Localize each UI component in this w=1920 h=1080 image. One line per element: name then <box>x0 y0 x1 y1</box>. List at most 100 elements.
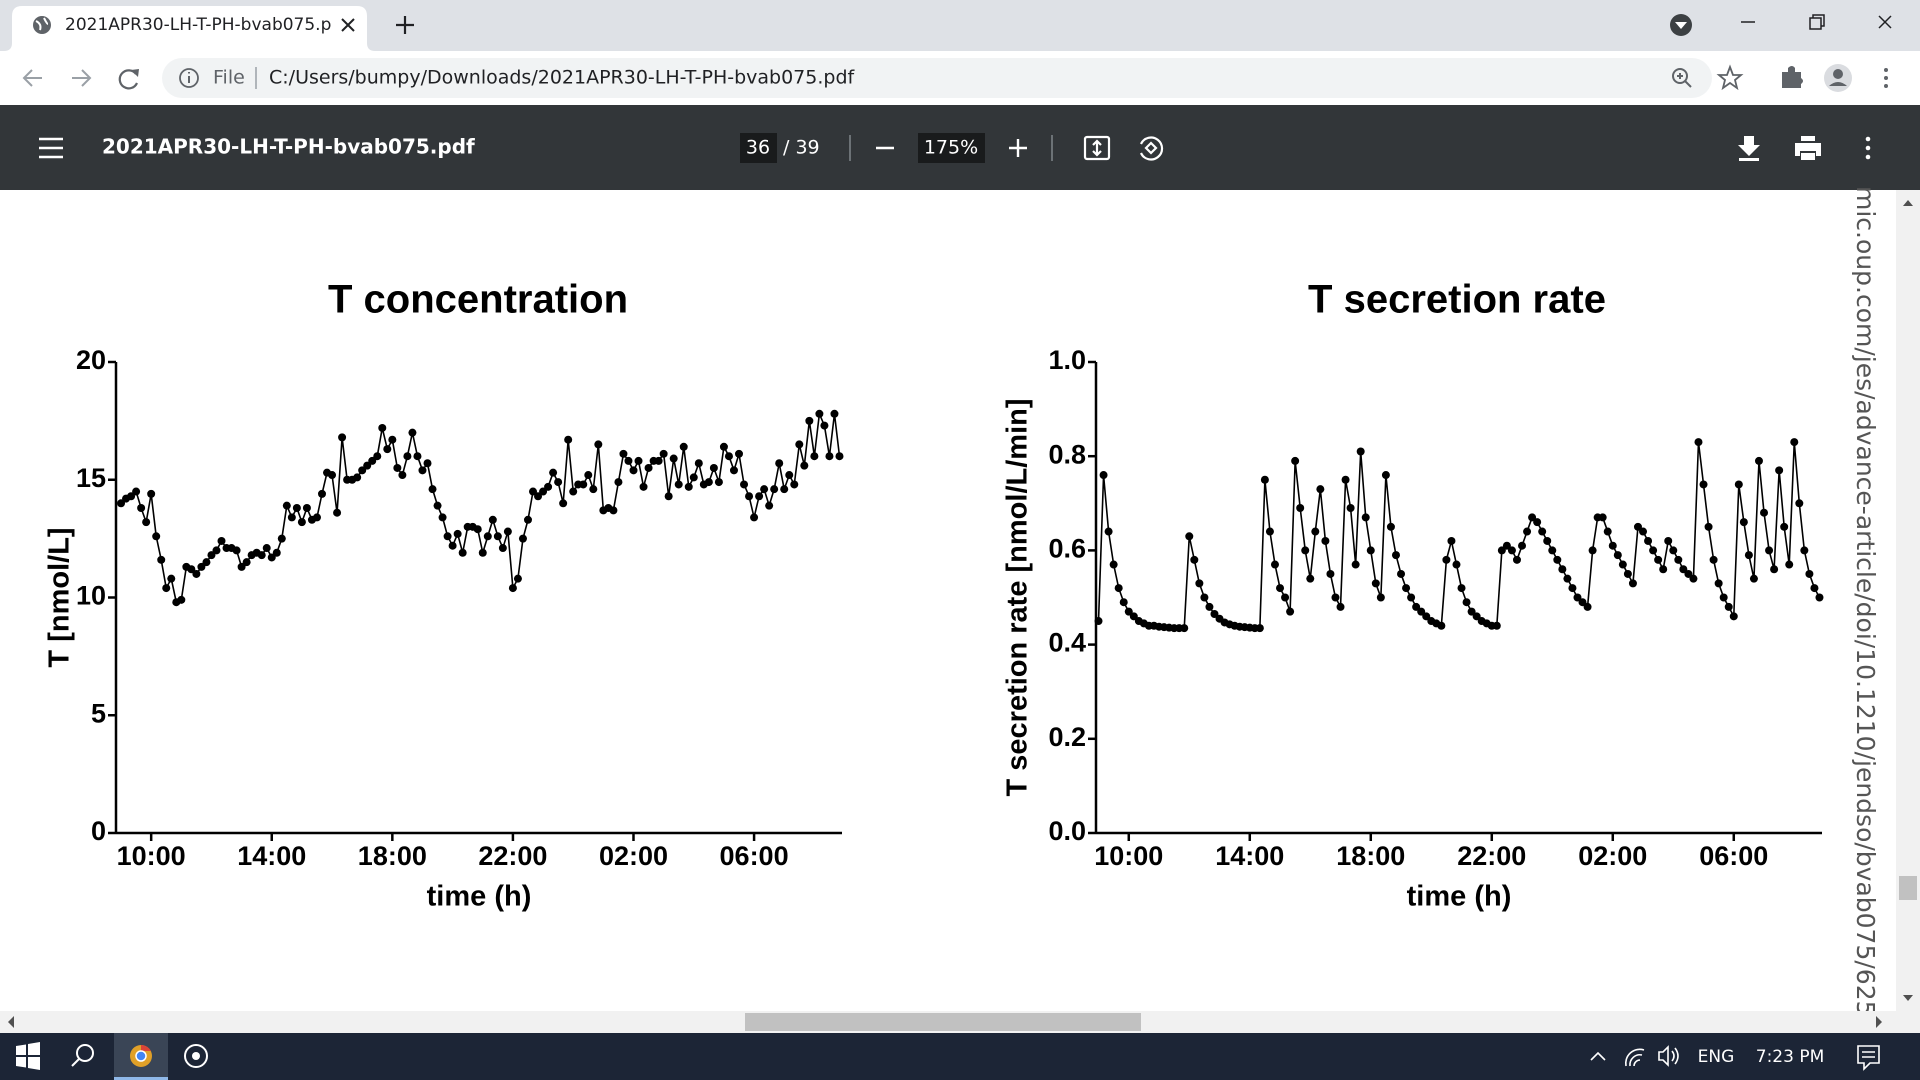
network[interactable] <box>1624 1048 1645 1067</box>
pdf-menu[interactable] <box>39 137 63 159</box>
data-point <box>800 461 809 470</box>
tray-expand[interactable] <box>1590 1051 1606 1061</box>
data-point <box>478 548 487 557</box>
data-point <box>579 480 588 489</box>
y-tick-label: 5 <box>91 698 106 728</box>
scroll-left[interactable] <box>8 1016 14 1028</box>
pdf-more[interactable] <box>1865 136 1871 160</box>
tab-favicon <box>33 16 51 34</box>
vertical-scrollbar[interactable] <box>1896 190 1920 1011</box>
data-point <box>1775 466 1784 475</box>
data-point <box>1376 593 1385 602</box>
data-point <box>1583 602 1592 611</box>
data-point <box>453 529 462 538</box>
data-point <box>1200 593 1209 602</box>
zoom-input[interactable] <box>918 133 985 163</box>
clock[interactable]: 7:23 PM <box>1756 1047 1825 1067</box>
rotate[interactable] <box>1139 136 1164 161</box>
notifications[interactable] <box>1857 1045 1880 1071</box>
data-point <box>333 508 342 517</box>
data-point <box>1356 447 1365 456</box>
page-input[interactable] <box>740 133 777 163</box>
x-axis-label: time (h) <box>427 881 532 913</box>
data-point <box>408 428 417 437</box>
data-point <box>518 534 527 543</box>
data-point <box>237 562 246 571</box>
new-tab[interactable] <box>396 16 414 34</box>
scroll-up[interactable] <box>1903 200 1913 206</box>
data-point <box>704 478 713 487</box>
pdf-page <box>0 190 1896 1011</box>
data-point <box>438 513 447 522</box>
data-point <box>1472 612 1481 621</box>
tab-close[interactable] <box>341 18 355 32</box>
close-window[interactable] <box>1878 15 1892 29</box>
data-point <box>1623 569 1632 578</box>
omnibox[interactable] <box>162 58 1712 98</box>
data-point <box>1578 598 1587 607</box>
vertical-thumb[interactable] <box>1899 876 1917 900</box>
download[interactable] <box>1738 136 1760 161</box>
scroll-down[interactable] <box>1903 995 1913 1001</box>
data-point <box>232 546 241 555</box>
data-point <box>152 532 161 541</box>
data-point <box>257 551 266 560</box>
data-point <box>423 459 432 468</box>
data-point <box>317 489 326 498</box>
data-point <box>1618 560 1627 569</box>
data-point <box>614 478 623 487</box>
scroll-right[interactable] <box>1876 1016 1882 1028</box>
pdf-title: 2021APR30-LH-T-PH-bvab075.pdf <box>102 135 475 159</box>
start-button[interactable] <box>16 1042 40 1070</box>
zoom-level: 175% <box>924 137 978 159</box>
data-point <box>187 565 196 574</box>
data-point <box>212 546 221 555</box>
profile[interactable] <box>1824 64 1852 92</box>
data-point <box>202 558 211 567</box>
data-point <box>117 499 126 508</box>
x-tick-label: 10:00 <box>1094 841 1163 871</box>
data-point <box>1407 593 1416 602</box>
data-point <box>624 456 633 465</box>
back-button[interactable] <box>22 69 42 87</box>
data-point <box>393 463 402 472</box>
bookmark-star[interactable] <box>1716 64 1744 91</box>
search-button[interactable] <box>71 1044 94 1067</box>
data-point <box>1210 609 1219 618</box>
data-point <box>1805 569 1814 578</box>
active-tab[interactable] <box>4 6 375 51</box>
print[interactable] <box>1795 136 1821 160</box>
data-point <box>755 492 764 501</box>
app-icon[interactable] <box>184 1044 208 1068</box>
data-point <box>1684 569 1693 578</box>
data-point <box>1104 527 1113 536</box>
data-point <box>1512 555 1521 564</box>
data-point <box>433 501 442 510</box>
browser-menu[interactable] <box>1884 68 1888 88</box>
data-point <box>1386 522 1395 531</box>
extensions[interactable] <box>1782 66 1803 88</box>
data-point <box>1598 513 1607 522</box>
zoom-icon[interactable] <box>1672 68 1692 88</box>
data-point <box>1276 584 1285 593</box>
data-point <box>1543 536 1552 545</box>
data-point <box>488 515 497 524</box>
data-point <box>1316 485 1325 494</box>
data-point <box>805 416 814 425</box>
language[interactable]: ENG <box>1698 1047 1735 1067</box>
side-text: mic.oup.com/jes/advance-article/doi/10.1… <box>1851 186 1880 1017</box>
site-info[interactable] <box>179 68 199 88</box>
data-point <box>1321 536 1330 545</box>
data-point <box>1523 527 1532 536</box>
data-point <box>1452 560 1461 569</box>
volume[interactable] <box>1658 1045 1679 1067</box>
forward-button[interactable] <box>72 69 92 87</box>
zoom-in[interactable] <box>1009 139 1027 157</box>
tab-search[interactable] <box>1670 14 1692 36</box>
fit-page[interactable] <box>1083 135 1111 161</box>
data-point <box>609 506 618 515</box>
horizontal-thumb[interactable] <box>745 1013 1141 1031</box>
data-point <box>262 544 271 553</box>
reload-button[interactable] <box>118 69 139 90</box>
restore[interactable] <box>1809 14 1825 30</box>
